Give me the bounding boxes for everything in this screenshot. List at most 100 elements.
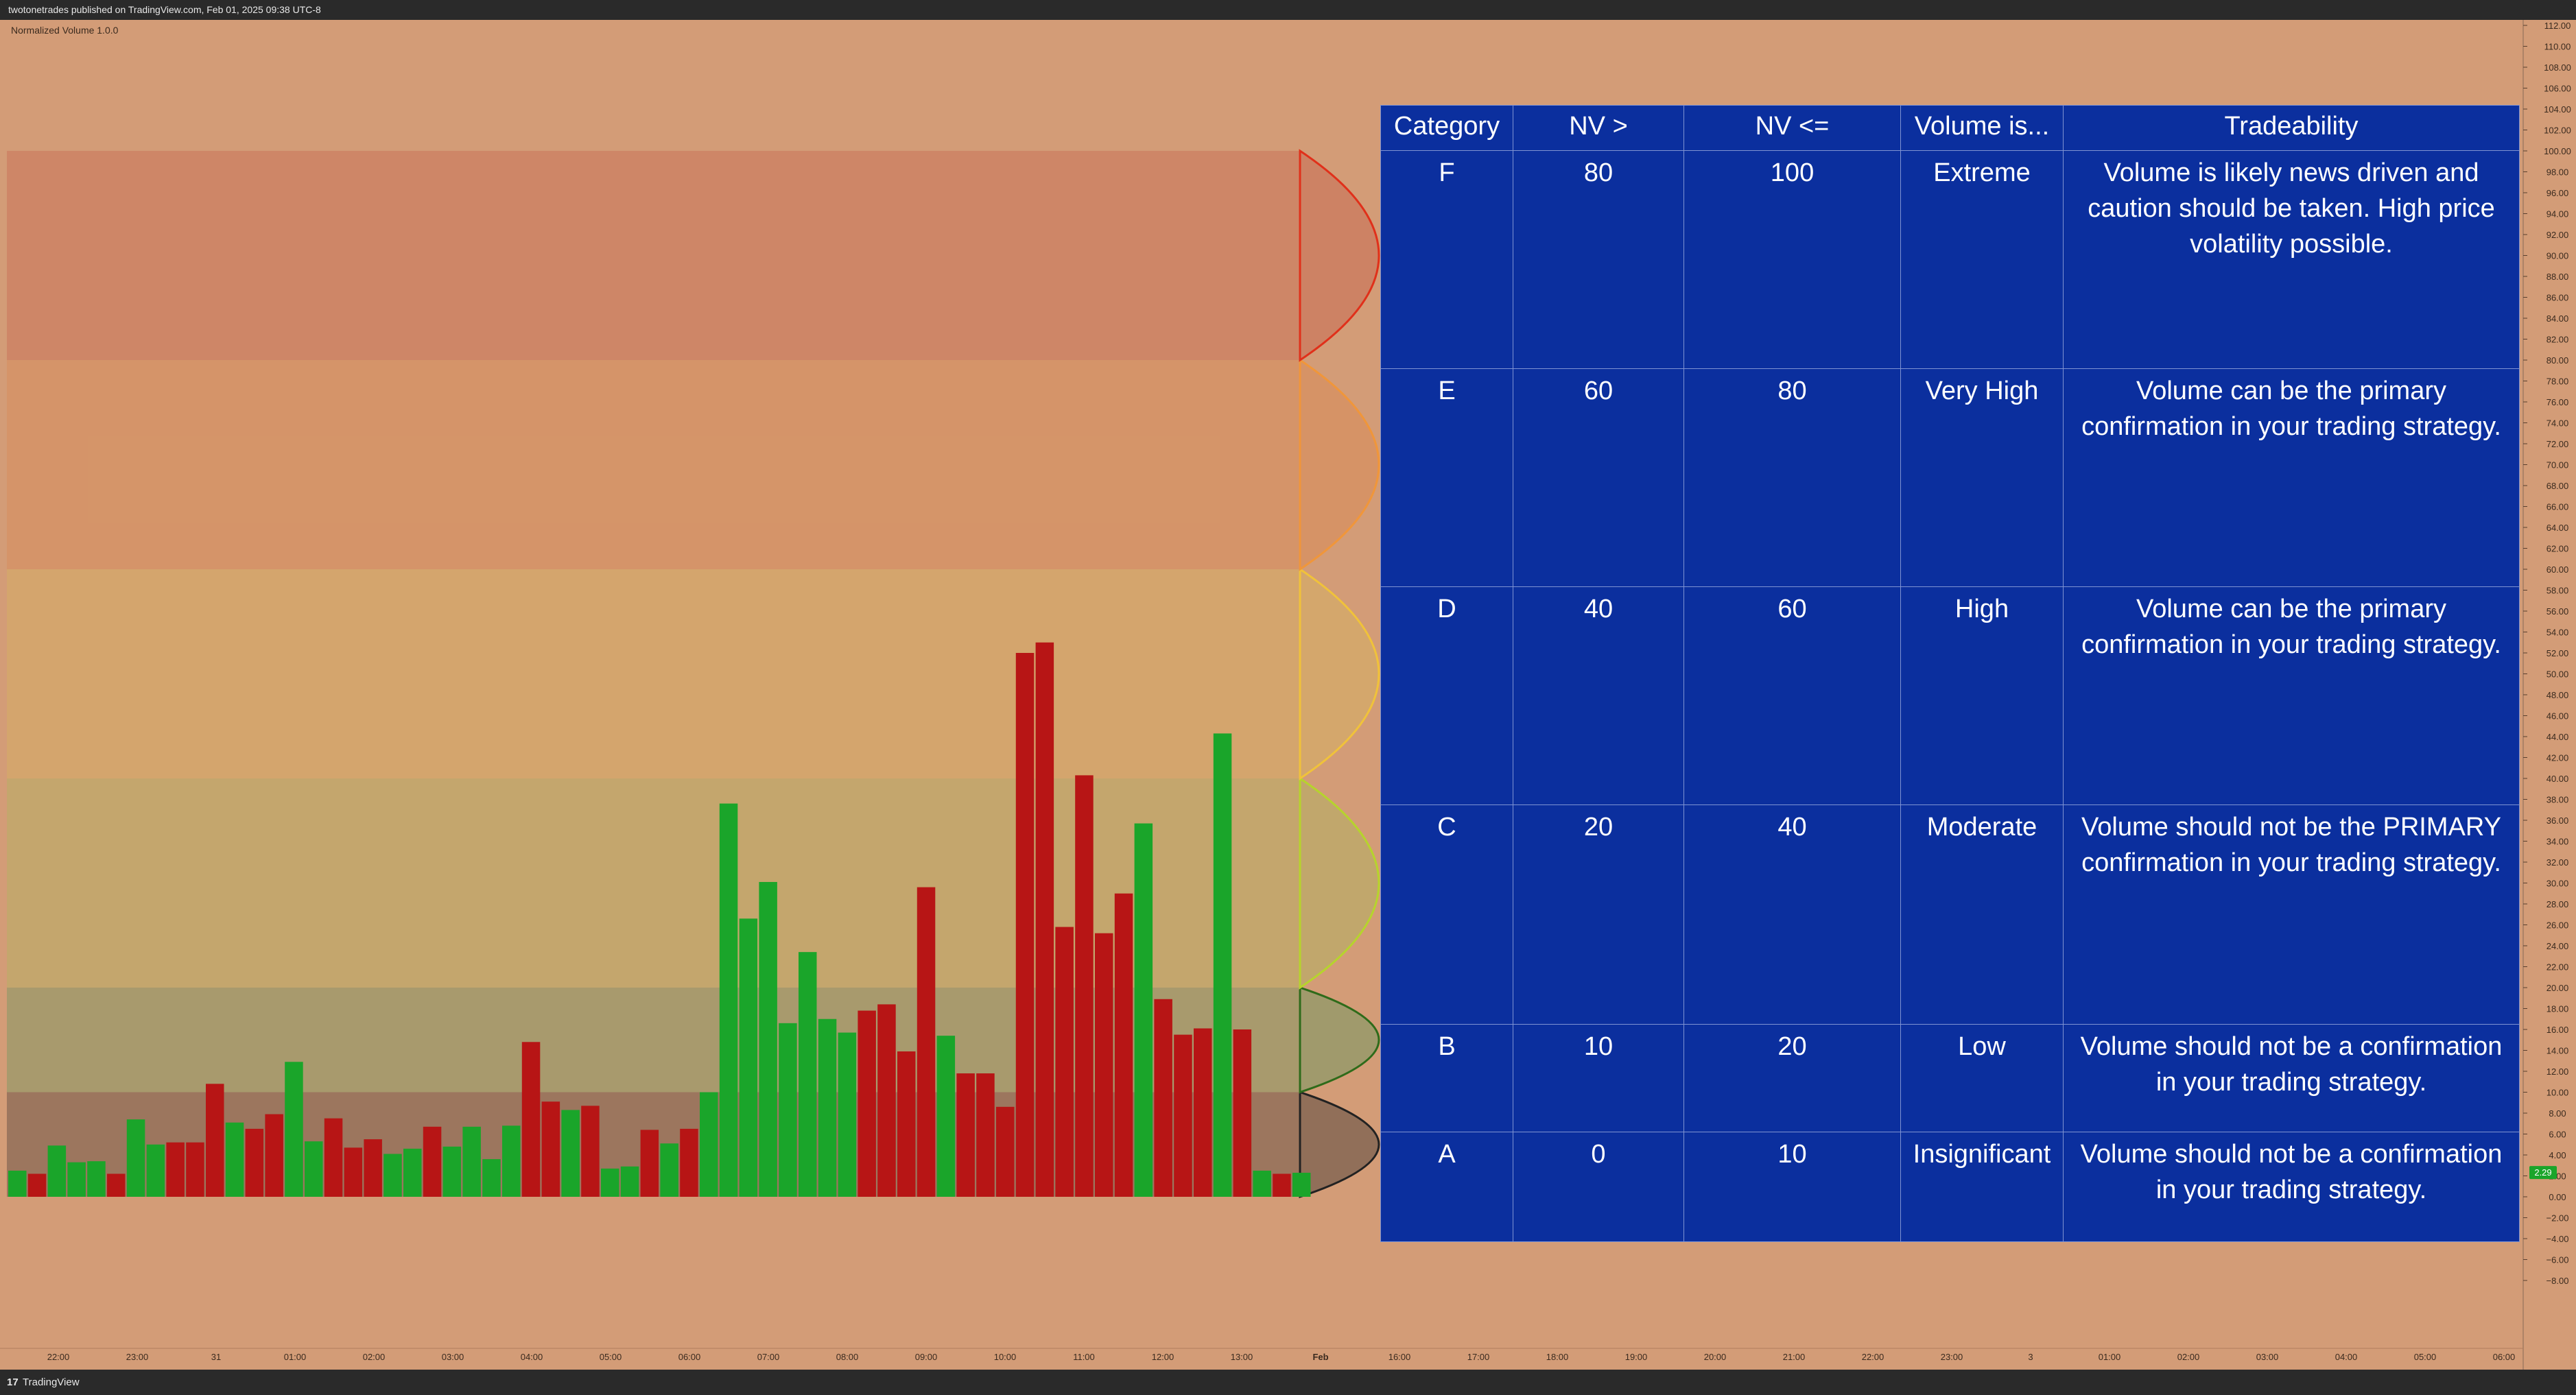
volume-bar	[482, 1159, 501, 1197]
y-tick-label: 58.00	[2547, 586, 2569, 596]
y-tick-label: 40.00	[2547, 774, 2569, 784]
volume-bar	[1055, 927, 1074, 1197]
cell-nv-greater: 60	[1513, 368, 1684, 587]
y-tick-label: 90.00	[2547, 251, 2569, 261]
table-row: B 10 20 Low Volume should not be a confi…	[1380, 1024, 2520, 1132]
volume-bar	[462, 1126, 481, 1197]
x-tick-label: 04:00	[521, 1352, 543, 1362]
volume-bar	[1174, 1034, 1192, 1197]
volume-bar	[897, 1051, 916, 1197]
volume-bar	[27, 1173, 47, 1197]
x-tick-label: 08:00	[836, 1352, 859, 1362]
y-tick-label: 72.00	[2547, 439, 2569, 449]
x-tick-label: 13:00	[1231, 1352, 1253, 1362]
volume-bar	[403, 1148, 422, 1197]
y-tick-label: 82.00	[2547, 335, 2569, 345]
volume-bar	[423, 1126, 442, 1197]
volume-bar	[344, 1147, 363, 1197]
x-tick-label: 02:00	[363, 1352, 386, 1362]
y-tick-label: 64.00	[2547, 523, 2569, 533]
y-tick-label: 26.00	[2547, 920, 2569, 931]
volume-bar	[1035, 642, 1054, 1197]
y-tick-label: 14.00	[2547, 1046, 2569, 1056]
x-tick-label: 22:00	[1862, 1352, 1884, 1362]
volume-bar	[87, 1161, 106, 1197]
x-tick-label: 12:00	[1152, 1352, 1174, 1362]
table-row: A 0 10 Insignificant Volume should not b…	[1380, 1132, 2520, 1242]
y-tick-label: 112.00	[2544, 21, 2571, 31]
volume-bar	[324, 1118, 343, 1197]
zone-cap-D	[1299, 567, 1380, 780]
volume-bar	[8, 1170, 27, 1197]
cell-nv-greater: 10	[1513, 1024, 1684, 1132]
volume-bar	[1134, 823, 1153, 1197]
cell-category: C	[1380, 804, 1513, 1025]
x-tick-label: 23:00	[126, 1352, 149, 1362]
volume-bar	[541, 1101, 560, 1197]
cell-category: D	[1380, 586, 1513, 805]
y-tick-label: 8.00	[2549, 1108, 2566, 1119]
volume-bar	[779, 1023, 797, 1197]
volume-bar	[739, 918, 758, 1197]
cell-volume-is: Moderate	[1900, 804, 2064, 1025]
y-tick-label: 32.00	[2547, 857, 2569, 868]
x-tick-label: 16:00	[1389, 1352, 1411, 1362]
y-tick-label: 66.00	[2547, 502, 2569, 512]
zone-cap-F	[1299, 149, 1380, 362]
volume-bar	[1154, 999, 1172, 1197]
cell-category: A	[1380, 1132, 1513, 1242]
volume-bar	[1233, 1029, 1252, 1197]
cell-nv-less-equal: 80	[1683, 368, 1901, 587]
header-tradeability: Tradeability	[2063, 105, 2520, 151]
y-tick-label: 4.00	[2549, 1150, 2566, 1160]
cell-tradeability: Volume should not be a confirmation in y…	[2063, 1132, 2520, 1242]
cell-category: F	[1380, 150, 1513, 369]
volume-bar	[1114, 893, 1133, 1197]
volume-bar	[601, 1168, 619, 1197]
y-tick-label: 80.00	[2547, 355, 2569, 366]
y-tick-label: 56.00	[2547, 606, 2569, 617]
volume-bar	[383, 1154, 402, 1197]
nv-category-table: Category NV > NV <= Volume is... Tradeab…	[1380, 105, 2520, 1242]
zone-cap-C	[1299, 776, 1380, 990]
y-tick-label: 12.00	[2547, 1066, 2569, 1077]
volume-bar	[858, 1010, 876, 1197]
x-tick-label: 03:00	[2256, 1352, 2279, 1362]
y-tick-label: −6.00	[2547, 1255, 2569, 1265]
zone-E	[7, 360, 1300, 569]
y-tick-label: 10.00	[2547, 1088, 2569, 1098]
x-tick-label: 23:00	[1941, 1352, 1963, 1362]
volume-bar	[976, 1073, 995, 1197]
volume-bar	[1253, 1170, 1271, 1197]
x-tick-label: 06:00	[2493, 1352, 2516, 1362]
volume-bar	[838, 1032, 857, 1197]
y-tick-label: 100.00	[2544, 146, 2571, 156]
y-tick-label: 22.00	[2547, 962, 2569, 973]
x-tick-label: 18:00	[1546, 1352, 1569, 1362]
y-tick-label: 6.00	[2549, 1130, 2566, 1140]
y-tick-label: 68.00	[2547, 481, 2569, 491]
volume-bar	[1213, 733, 1232, 1197]
volume-bar	[956, 1073, 975, 1197]
cell-tradeability: Volume should not be a confirmation in y…	[2063, 1024, 2520, 1132]
cell-nv-less-equal: 20	[1683, 1024, 1901, 1132]
last-value-badge	[2529, 1166, 2557, 1180]
y-tick-label: 98.00	[2547, 167, 2569, 178]
y-tick-label: 102.00	[2544, 126, 2571, 136]
cell-nv-less-equal: 40	[1683, 804, 1901, 1025]
y-tick-label: 62.00	[2547, 544, 2569, 554]
cell-volume-is: Insignificant	[1900, 1132, 2064, 1242]
cell-nv-less-equal: 10	[1683, 1132, 1901, 1242]
volume-bar	[1015, 653, 1035, 1197]
zone-cap-E	[1299, 358, 1380, 571]
y-tick-label: 110.00	[2544, 42, 2571, 52]
volume-bar	[620, 1166, 639, 1197]
x-tick-label: 31	[211, 1352, 221, 1362]
last-value-label: 2.29	[2534, 1167, 2551, 1178]
y-tick-label: 34.00	[2547, 837, 2569, 847]
volume-bar	[1194, 1028, 1212, 1197]
volume-bar	[146, 1144, 165, 1197]
y-tick-label: 96.00	[2547, 188, 2569, 198]
volume-bar	[225, 1122, 244, 1197]
volume-bar	[305, 1141, 323, 1197]
